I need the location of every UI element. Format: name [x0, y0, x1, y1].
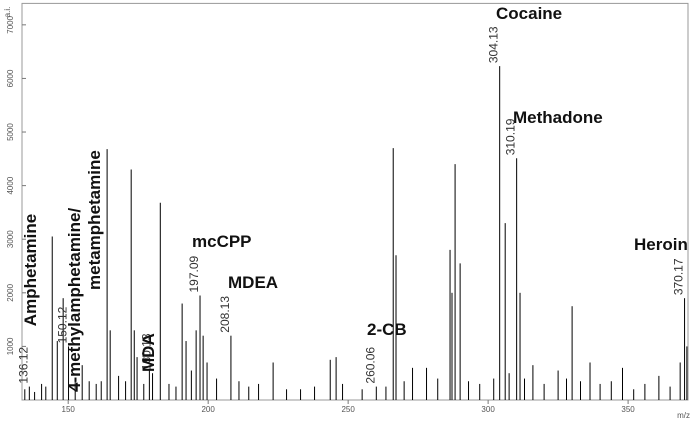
y-axis-label: a.i. — [3, 7, 12, 18]
x-tick-label: 200 — [201, 405, 215, 414]
compound-label: mcCPP — [192, 232, 252, 251]
peak-mz-label: 150.12 — [56, 306, 70, 343]
x-tick-label: 150 — [62, 405, 76, 414]
y-tick-label: 6000 — [6, 69, 15, 87]
x-axis-label: m/z — [677, 411, 690, 420]
compound-label: metamphetamine — [85, 150, 104, 290]
x-tick-label: 300 — [481, 405, 495, 414]
peak-mz-label: 136.12 — [16, 347, 30, 384]
peak-mz-label: 197.09 — [187, 255, 201, 292]
compound-label: Amphetamine — [21, 214, 40, 326]
peak-mz-label: 310.19 — [504, 118, 518, 155]
plot-frame — [21, 2, 689, 401]
peak-mz-label: 370.17 — [672, 258, 686, 295]
compound-label: 2-CB — [367, 320, 407, 339]
y-tick-label: 7000 — [6, 15, 15, 33]
y-tick-label: 5000 — [6, 123, 15, 141]
peak-mz-label: 208.13 — [218, 296, 232, 333]
y-tick-label: 4000 — [6, 176, 15, 194]
compound-label: Methadone — [513, 108, 603, 127]
compound-label: Heroin — [634, 235, 688, 254]
x-tick-label: 250 — [341, 405, 355, 414]
y-tick-label: 1000 — [6, 337, 15, 355]
x-tick-label: 350 — [621, 405, 635, 414]
compound-label: 4-methylamphetamine/ — [65, 208, 84, 392]
compound-label: MDA — [139, 333, 158, 372]
y-tick-label: 2000 — [6, 283, 15, 301]
peak-mz-label: 304.13 — [487, 26, 501, 63]
compound-label: MDEA — [228, 273, 278, 292]
compound-label: Cocaine — [496, 4, 562, 23]
peak-mz-label: 180.13 — [140, 333, 154, 370]
peak-mz-label: 260.06 — [363, 347, 377, 384]
y-tick-label: 3000 — [6, 230, 15, 248]
